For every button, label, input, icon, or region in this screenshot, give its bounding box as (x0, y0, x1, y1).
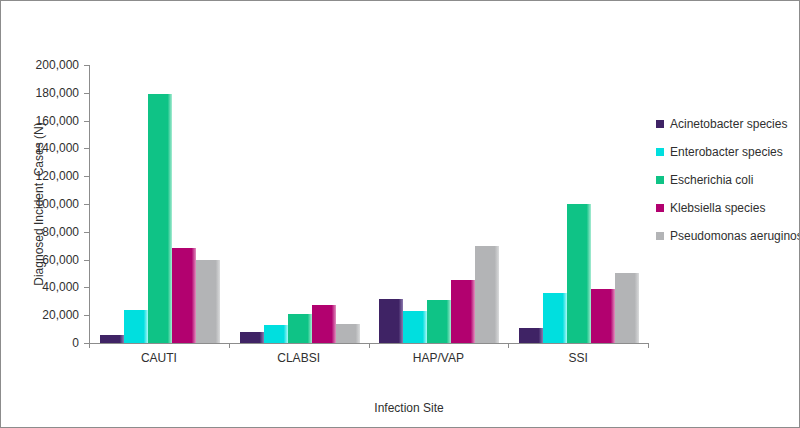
bar-enterobacter-species (543, 293, 567, 343)
y-tick-mark (84, 65, 89, 66)
bar-acinetobacter-species (519, 328, 543, 343)
y-tick-mark (84, 148, 89, 149)
bar-escherichia-coli (288, 314, 312, 343)
y-tick-label: 100,000 (7, 197, 79, 211)
y-tick-label: 40,000 (7, 280, 79, 294)
bar-group-ssi (509, 65, 649, 343)
bar-klebsiella-species (172, 248, 196, 343)
y-tick-mark (84, 121, 89, 122)
legend-swatch (656, 204, 664, 212)
bar-acinetobacter-species (379, 299, 403, 343)
bar-group-hap-vap (370, 65, 510, 343)
legend-item: Pseudomonas aeruginosa (656, 229, 800, 243)
bar-pseudomonas-aeruginosa (475, 246, 499, 343)
category-label: HAP/VAP (369, 351, 509, 365)
x-axis-title: Infection Site (99, 401, 719, 415)
category-label: CAUTI (89, 351, 229, 365)
category-label: SSI (508, 351, 648, 365)
legend-label: Klebsiella species (670, 201, 765, 215)
bar-enterobacter-species (124, 310, 148, 343)
legend-swatch (656, 148, 664, 156)
y-tick-mark (84, 93, 89, 94)
y-tick-mark (84, 260, 89, 261)
bar-pseudomonas-aeruginosa (336, 324, 360, 343)
y-tick-label: 200,000 (7, 58, 79, 72)
legend-swatch (656, 232, 664, 240)
y-tick-label: 0 (7, 336, 79, 350)
bar-klebsiella-species (312, 305, 336, 343)
legend-label: Escherichia coli (670, 173, 753, 187)
bar-enterobacter-species (403, 311, 427, 343)
y-tick-mark (84, 315, 89, 316)
bar-escherichia-coli (567, 204, 591, 343)
bar-enterobacter-species (264, 325, 288, 343)
legend-item: Enterobacter species (656, 145, 800, 159)
x-tick-mark (229, 344, 230, 348)
plot-area (89, 65, 649, 344)
legend-label: Pseudomonas aeruginosa (670, 229, 800, 243)
y-tick-mark (84, 204, 89, 205)
y-tick-mark (84, 287, 89, 288)
y-tick-label: 140,000 (7, 141, 79, 155)
legend-swatch (656, 176, 664, 184)
legend-swatch (656, 120, 664, 128)
x-tick-mark (369, 344, 370, 348)
category-label: CLABSI (229, 351, 369, 365)
legend-label: Acinetobacter species (670, 117, 787, 131)
y-tick-label: 20,000 (7, 308, 79, 322)
bar-group-clabsi (230, 65, 370, 343)
bar-escherichia-coli (148, 94, 172, 343)
bar-escherichia-coli (427, 300, 451, 343)
legend-label: Enterobacter species (670, 145, 783, 159)
x-tick-mark (648, 344, 649, 348)
bar-acinetobacter-species (100, 335, 124, 343)
y-tick-label: 160,000 (7, 114, 79, 128)
bar-pseudomonas-aeruginosa (615, 273, 639, 343)
bar-acinetobacter-species (240, 332, 264, 343)
bar-klebsiella-species (451, 280, 475, 343)
bar-pseudomonas-aeruginosa (196, 260, 220, 343)
y-tick-mark (84, 232, 89, 233)
legend-item: Acinetobacter species (656, 117, 800, 131)
y-tick-label: 80,000 (7, 225, 79, 239)
legend-item: Escherichia coli (656, 173, 800, 187)
legend-item: Klebsiella species (656, 201, 800, 215)
y-tick-mark (84, 176, 89, 177)
y-tick-label: 180,000 (7, 86, 79, 100)
x-tick-mark (508, 344, 509, 348)
bar-group-cauti (90, 65, 230, 343)
bar-chart: Diagnosed Incident Cases (N) Infection S… (0, 0, 800, 428)
bar-klebsiella-species (591, 289, 615, 343)
y-tick-label: 60,000 (7, 253, 79, 267)
y-tick-label: 120,000 (7, 169, 79, 183)
legend: Acinetobacter species Enterobacter specie… (656, 117, 800, 243)
x-tick-mark (89, 344, 90, 348)
